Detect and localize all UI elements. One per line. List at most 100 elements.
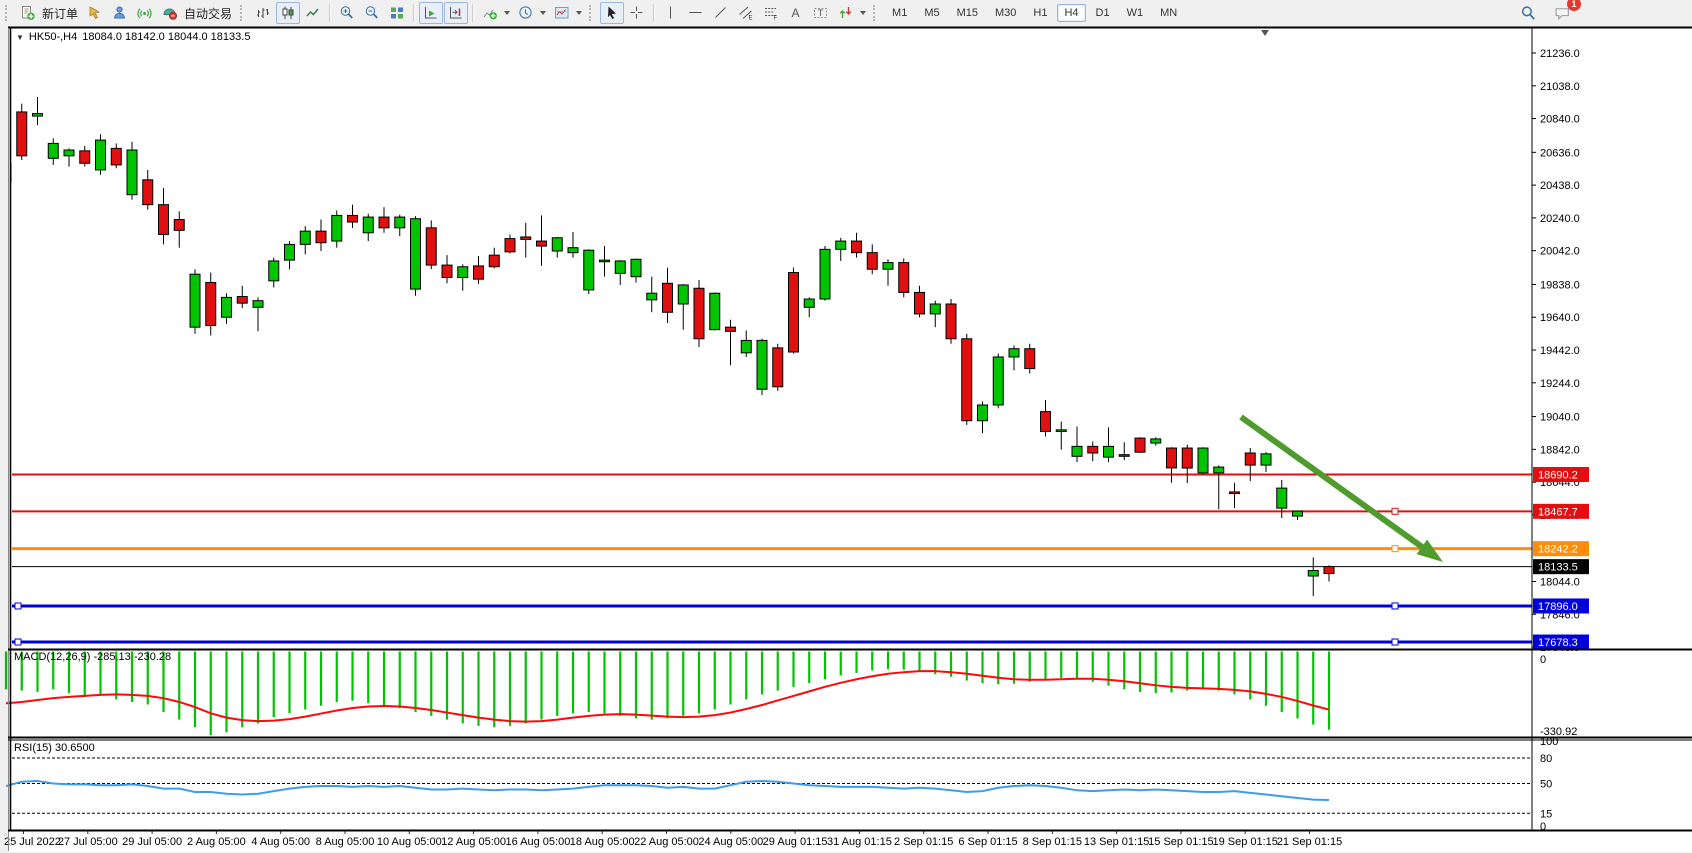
price-axis-label: 18842.0: [1540, 444, 1580, 456]
price-axis-label: 20240.0: [1540, 213, 1580, 225]
candle: [473, 265, 484, 280]
price-axis-label: 20840.0: [1540, 114, 1580, 126]
level-line-handle[interactable]: [1391, 507, 1399, 515]
line-chart-icon: [306, 8, 319, 17]
level-line-handle[interactable]: [14, 602, 22, 610]
time-axis-label: 27 Jul 05:00: [58, 836, 118, 848]
zoom-in-button[interactable]: [335, 2, 359, 24]
notification-badge: 1: [1567, 0, 1581, 11]
price-level-badge-text: 17678.3: [1538, 637, 1578, 649]
time-axis-label: 2 Aug 05:00: [187, 836, 246, 848]
rsi-separator[interactable]: [8, 736, 1692, 739]
candle: [268, 260, 280, 282]
candle: [1181, 447, 1193, 469]
timeframe-d1[interactable]: D1: [1095, 7, 1110, 19]
toolbar-grip[interactable]: [873, 5, 880, 21]
line-chart-mode-button[interactable]: [301, 2, 325, 24]
macd-separator[interactable]: [8, 648, 1692, 651]
profile-button[interactable]: [108, 2, 132, 24]
signal-button[interactable]: [133, 2, 157, 24]
trend-arrow-head[interactable]: [1416, 539, 1443, 562]
cursor-tool-button[interactable]: [600, 2, 625, 24]
candle: [567, 247, 579, 254]
level-line-handle[interactable]: [1391, 602, 1399, 610]
candle: [1244, 452, 1256, 466]
text-tool-button[interactable]: A: [784, 2, 808, 24]
time-axis-label: 31 Aug 01:15: [827, 836, 892, 848]
rsi-name: RSI(15): [14, 742, 52, 754]
time-axis-label: 8 Sep 01:15: [1023, 836, 1082, 848]
crosshair-tool-button[interactable]: [625, 2, 649, 24]
rsi-axis-label: 80: [1540, 753, 1552, 765]
notifications-button[interactable]: 1: [1550, 0, 1581, 24]
candle: [677, 284, 689, 305]
toolbar-grip[interactable]: [5, 5, 12, 21]
price-axis-label: 20438.0: [1540, 180, 1580, 192]
timeframe-h1[interactable]: H1: [1033, 7, 1048, 19]
channel-tool-button[interactable]: E: [734, 2, 758, 24]
toolbar-grip[interactable]: [240, 5, 247, 21]
price-axis-label: 19838.0: [1540, 279, 1580, 291]
bar-chart-mode-button[interactable]: [251, 2, 275, 24]
price-axis-label: 18044.0: [1540, 576, 1580, 588]
timeframe-h4[interactable]: H4: [1057, 4, 1086, 22]
price-axis-label: 19244.0: [1540, 378, 1580, 390]
price-chart-canvas[interactable]: 21236.0 21038.0 20840.0 20636.0 20438.0 20240…: [0, 26, 1692, 853]
zoom-out-button[interactable]: [360, 2, 384, 24]
timeframe-mn[interactable]: MN: [1160, 7, 1178, 19]
new-order-label[interactable]: 新订单: [42, 6, 79, 21]
candlestick-mode-button[interactable]: [276, 2, 301, 24]
time-axis-label: 22 Aug 05:00: [634, 836, 699, 848]
time-axis-label: 13 Sep 01:15: [1084, 836, 1149, 848]
new-order-button[interactable]: [16, 2, 40, 24]
auto-trading-button[interactable]: [158, 2, 182, 24]
candle: [599, 259, 610, 263]
candle: [441, 264, 453, 279]
candle: [1008, 348, 1020, 358]
candle: [772, 347, 784, 388]
timeframe-m30[interactable]: M30: [995, 7, 1017, 19]
templates-caret-icon[interactable]: [576, 11, 583, 15]
candle: [95, 139, 106, 171]
fibonacci-tool-button[interactable]: F: [759, 2, 783, 24]
timeframe-w1[interactable]: W1: [1126, 7, 1144, 19]
arrows-tool-button[interactable]: [834, 2, 858, 24]
add-indicator-button[interactable]: [478, 2, 502, 24]
time-axis-label: 8 Aug 05:00: [316, 836, 375, 848]
periods-button[interactable]: [514, 2, 538, 24]
new-order-icon: [22, 6, 35, 20]
arrows-caret-icon[interactable]: [860, 11, 867, 15]
chart-background: [8, 28, 1692, 852]
pointer-tool-button[interactable]: [83, 2, 107, 24]
periods-caret-icon[interactable]: [540, 11, 547, 15]
trendline-tool-button[interactable]: [709, 2, 733, 24]
candle: [47, 142, 59, 159]
tile-windows-button[interactable]: [385, 2, 409, 24]
candle: [725, 326, 736, 332]
chart-shift-button[interactable]: [444, 2, 469, 24]
horizontal-line-tool-button[interactable]: [684, 2, 708, 24]
timeframe-m1[interactable]: M1: [892, 7, 908, 19]
vertical-line-tool-button[interactable]: [659, 2, 683, 24]
chart-title-dropdown-icon[interactable]: ▼: [16, 32, 24, 42]
level-line-handle[interactable]: [14, 638, 22, 646]
level-line-handle[interactable]: [1391, 638, 1399, 646]
text-label-tool-button[interactable]: T: [809, 2, 833, 24]
candle: [378, 216, 390, 229]
toolbar-grip[interactable]: [589, 5, 596, 21]
level-line-handle[interactable]: [1391, 545, 1399, 553]
auto-scroll-button[interactable]: [419, 2, 444, 24]
timeframe-m5[interactable]: M5: [924, 7, 940, 19]
chart-top-border: [8, 26, 1692, 29]
chart-window: ▼ HK50-,H4 18084.0 18142.0 18044.0 18133…: [0, 26, 1692, 853]
candle: [1055, 429, 1067, 432]
timeframe-m15[interactable]: M15: [956, 7, 978, 19]
search-button[interactable]: [1516, 2, 1540, 24]
add-indicator-caret-icon[interactable]: [504, 11, 511, 15]
candle: [709, 292, 721, 331]
templates-button[interactable]: [550, 2, 574, 24]
candle: [425, 227, 437, 266]
auto-trading-label[interactable]: 自动交易: [184, 6, 233, 21]
candle: [16, 111, 28, 157]
trend-arrow-line[interactable]: [1239, 414, 1424, 550]
